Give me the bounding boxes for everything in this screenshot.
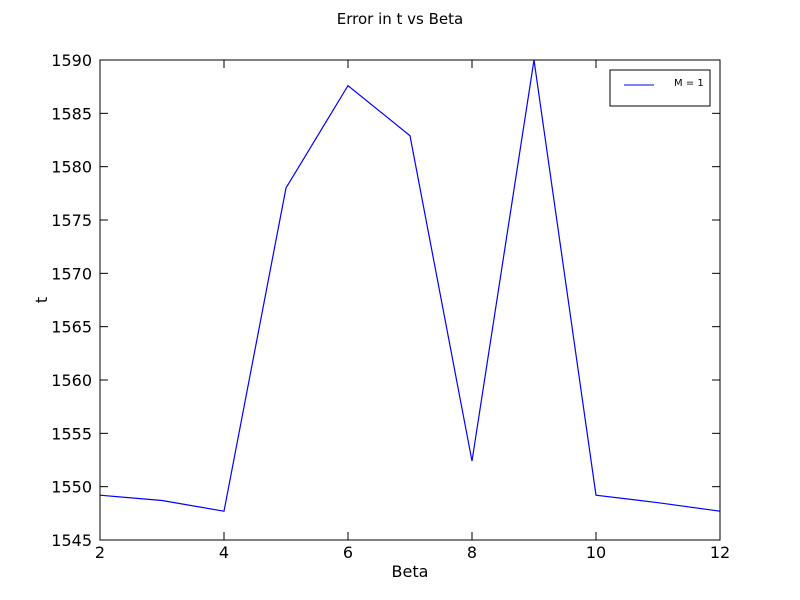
data-point [657,501,660,504]
plot-background [100,60,720,540]
legend: M = 1 [609,69,711,107]
legend-label-m1: M = 1 [674,78,704,89]
chart-title: Error in t vs Beta [337,10,463,28]
x-tick-label: 6 [343,543,353,562]
data-point [161,499,164,502]
y-tick-label: 1545 [51,531,92,550]
legend-box [609,69,711,107]
series-line-1 [99,59,721,512]
x-tick-label: 12 [710,543,730,562]
x-tick-label: 4 [219,543,229,562]
x-tick-label: 8 [467,543,477,562]
x-axis-label: Beta [392,562,429,581]
y-tick-label: 1575 [51,211,92,230]
y-tick-label: 1580 [51,158,92,177]
y-tick-label: 1565 [51,318,92,337]
data-point [471,460,474,463]
y-axis-label: t [32,297,51,303]
y-tick-label: 1560 [51,371,92,390]
y-tick-label: 1585 [51,104,92,123]
plot-area [100,60,720,540]
data-point [285,187,288,190]
plot-frame [99,59,721,541]
data-point [347,84,350,87]
axis-ticks: 2 4 6 8 10 12 1545 1550 1555 1560 1565 1570 1575 1580… [51,51,730,562]
x-tick-label: 10 [586,543,606,562]
x-tick-label: 2 [95,543,105,562]
data-point [409,134,412,137]
data-point [595,494,598,497]
data-point [223,510,226,513]
y-tick-label: 1570 [51,264,92,283]
y-tick-label: 1590 [51,51,92,70]
series-lines [99,59,721,513]
y-tick-label: 1555 [51,424,92,443]
y-tick-label: 1550 [51,478,92,497]
